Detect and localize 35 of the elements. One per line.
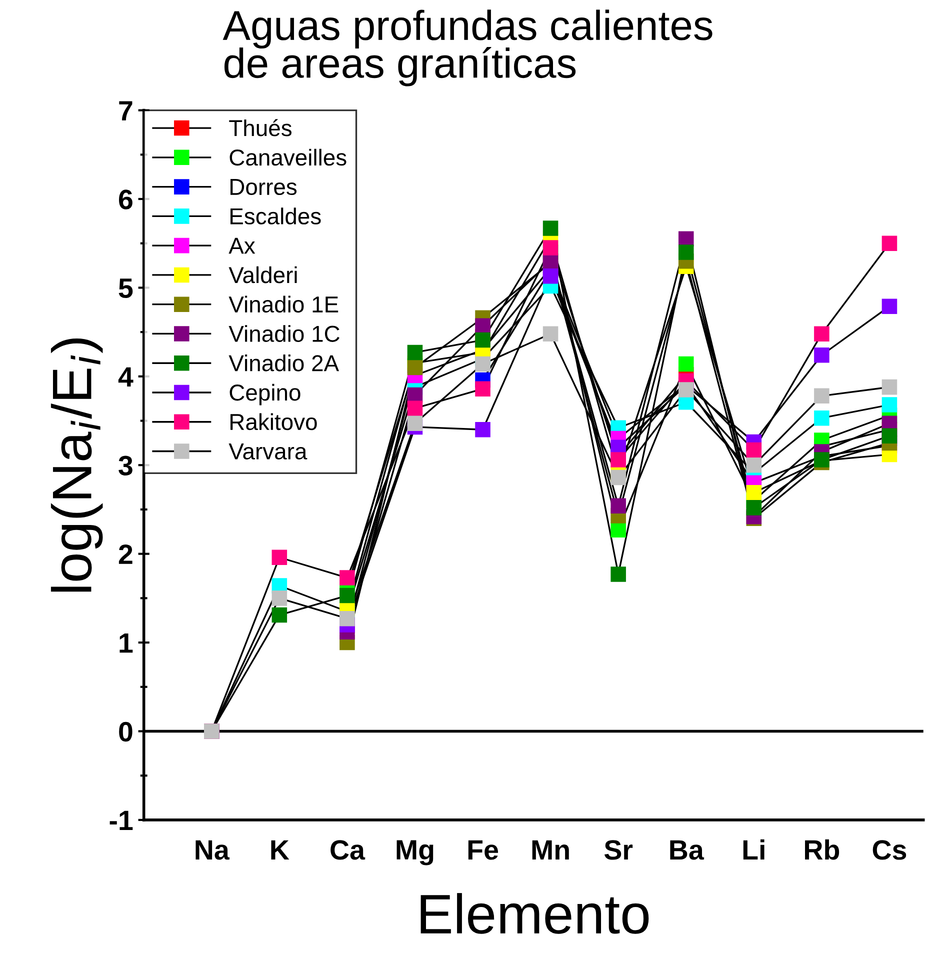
legend-label: Escaldes [230, 208, 321, 224]
legend-label: Thués [229, 119, 292, 136]
x-tick-label: Mn [532, 840, 569, 860]
x-tick-label: Cs [872, 840, 906, 860]
legend-label: Cepino [230, 384, 300, 406]
x-tick-label: K [271, 840, 290, 860]
x-tick-label: Sr [604, 840, 633, 860]
legend-label: Valderi [228, 266, 297, 284]
legend-label: Vinadio 1C [228, 325, 340, 342]
y-tick-label: 2 [118, 544, 132, 564]
legend-label: Ax [228, 238, 256, 254]
x-tick-label: Fe [468, 840, 498, 860]
y-tick-label: 3 [118, 456, 132, 476]
y-tick-label: 4 [118, 367, 134, 386]
x-tick-label: Na [196, 840, 230, 860]
chart-title: Aguas profundas calientes de areas graníticas [222, 10, 712, 86]
x-tick-label: Ca [330, 840, 366, 860]
x-tick-label: Rb [805, 839, 840, 860]
x-tick-label: Li [743, 839, 764, 860]
y-tick-label: 0 [119, 722, 132, 742]
legend-label: Vinadio 2A [228, 354, 340, 372]
x-axis-title: Elemento [420, 893, 649, 934]
x-tick-label: Mg [396, 840, 434, 866]
y-tick-label: 6 [118, 190, 132, 210]
y-tick-label: 7 [119, 101, 132, 120]
legend-label: Varvara [228, 444, 308, 460]
legend-label: Dorres [230, 179, 297, 196]
y-tick-label: -1 [110, 810, 133, 830]
y-axis-title: log(Na$_{i}$/E$_{i}$) [50, 338, 103, 592]
y-tick-label: 5 [118, 278, 133, 298]
legend-label: Vinadio 1E [228, 296, 338, 313]
legend-label: Canaveilles [230, 148, 346, 166]
legend-label: Rakitovo [230, 413, 317, 430]
x-tick-label: Ba [670, 840, 704, 860]
y-tick-label: 1 [120, 633, 133, 653]
